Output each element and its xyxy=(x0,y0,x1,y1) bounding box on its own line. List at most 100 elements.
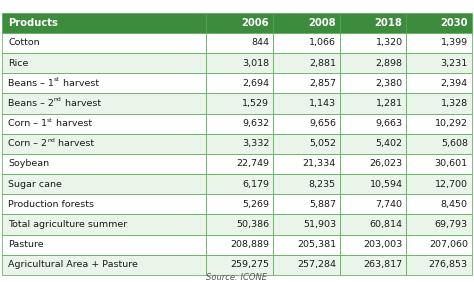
Text: 208,889: 208,889 xyxy=(230,240,269,249)
Text: 12,700: 12,700 xyxy=(435,180,468,189)
Bar xyxy=(340,53,406,73)
Text: Rice: Rice xyxy=(8,59,28,68)
Bar xyxy=(207,214,273,235)
Bar xyxy=(207,53,273,73)
Bar xyxy=(273,73,340,93)
Bar xyxy=(2,53,207,73)
Text: 6,179: 6,179 xyxy=(242,180,269,189)
Text: 30,601: 30,601 xyxy=(435,160,468,168)
Bar xyxy=(273,194,340,214)
Text: Corn – 1: Corn – 1 xyxy=(8,119,47,128)
Text: harvest: harvest xyxy=(60,79,99,88)
Text: nd: nd xyxy=(47,138,55,143)
Text: Total agriculture summer: Total agriculture summer xyxy=(8,220,128,229)
Text: 1,143: 1,143 xyxy=(309,99,336,108)
Text: 2,857: 2,857 xyxy=(309,79,336,88)
Text: 50,386: 50,386 xyxy=(236,220,269,229)
Bar xyxy=(273,255,340,275)
Text: 69,793: 69,793 xyxy=(435,220,468,229)
Bar xyxy=(340,174,406,194)
Bar xyxy=(2,93,207,114)
Text: 3,018: 3,018 xyxy=(242,59,269,68)
Text: 259,275: 259,275 xyxy=(230,260,269,269)
Bar xyxy=(2,154,207,174)
Text: 844: 844 xyxy=(251,38,269,47)
Bar xyxy=(406,53,472,73)
Text: Agricultural Area + Pasture: Agricultural Area + Pasture xyxy=(8,260,138,269)
Text: 2,380: 2,380 xyxy=(375,79,402,88)
Text: 2,694: 2,694 xyxy=(242,79,269,88)
Bar xyxy=(273,33,340,53)
Text: 9,656: 9,656 xyxy=(309,119,336,128)
Bar xyxy=(207,194,273,214)
Bar xyxy=(2,33,207,53)
Bar xyxy=(207,174,273,194)
Text: 8,235: 8,235 xyxy=(309,180,336,189)
Bar xyxy=(406,134,472,154)
Text: 257,284: 257,284 xyxy=(297,260,336,269)
Text: 7,740: 7,740 xyxy=(375,200,402,209)
Text: Soybean: Soybean xyxy=(8,160,49,168)
Bar xyxy=(273,13,340,33)
Bar xyxy=(2,214,207,235)
Text: 9,663: 9,663 xyxy=(375,119,402,128)
Bar xyxy=(2,174,207,194)
Bar xyxy=(340,73,406,93)
Bar xyxy=(207,114,273,134)
Text: 2,898: 2,898 xyxy=(375,59,402,68)
Text: 9,632: 9,632 xyxy=(242,119,269,128)
Bar xyxy=(340,235,406,255)
Text: 8,450: 8,450 xyxy=(441,200,468,209)
Bar xyxy=(340,134,406,154)
Bar xyxy=(273,134,340,154)
Text: 263,817: 263,817 xyxy=(364,260,402,269)
Bar xyxy=(406,93,472,114)
Text: 205,381: 205,381 xyxy=(297,240,336,249)
Bar xyxy=(207,93,273,114)
Bar xyxy=(273,93,340,114)
Text: harvest: harvest xyxy=(55,139,94,148)
Text: Cotton: Cotton xyxy=(8,38,40,47)
Bar xyxy=(340,13,406,33)
Text: 203,003: 203,003 xyxy=(364,240,402,249)
Text: 51,903: 51,903 xyxy=(303,220,336,229)
Text: 1,281: 1,281 xyxy=(375,99,402,108)
Text: 3,332: 3,332 xyxy=(242,139,269,148)
Bar xyxy=(340,93,406,114)
Bar xyxy=(207,154,273,174)
Text: st: st xyxy=(47,118,53,122)
Text: st: st xyxy=(54,77,60,82)
Bar xyxy=(406,154,472,174)
Bar xyxy=(2,13,207,33)
Text: 1,399: 1,399 xyxy=(441,38,468,47)
Text: 2,394: 2,394 xyxy=(441,79,468,88)
Bar xyxy=(340,154,406,174)
Text: 22,749: 22,749 xyxy=(237,160,269,168)
Text: harvest: harvest xyxy=(53,119,92,128)
Bar xyxy=(273,174,340,194)
Text: 1,529: 1,529 xyxy=(242,99,269,108)
Bar xyxy=(406,13,472,33)
Bar xyxy=(340,214,406,235)
Bar xyxy=(273,154,340,174)
Text: 21,334: 21,334 xyxy=(303,160,336,168)
Bar xyxy=(207,235,273,255)
Bar xyxy=(406,194,472,214)
Text: 2,881: 2,881 xyxy=(309,59,336,68)
Text: harvest: harvest xyxy=(62,99,101,108)
Text: 1,320: 1,320 xyxy=(375,38,402,47)
Bar xyxy=(406,214,472,235)
Text: nd: nd xyxy=(54,97,62,102)
Bar xyxy=(273,214,340,235)
Text: 3,231: 3,231 xyxy=(441,59,468,68)
Text: 5,887: 5,887 xyxy=(309,200,336,209)
Text: 60,814: 60,814 xyxy=(370,220,402,229)
Bar xyxy=(207,33,273,53)
Text: 5,052: 5,052 xyxy=(309,139,336,148)
Bar xyxy=(207,255,273,275)
Text: 1,066: 1,066 xyxy=(309,38,336,47)
Bar xyxy=(340,114,406,134)
Text: Sugar cane: Sugar cane xyxy=(8,180,62,189)
Bar xyxy=(340,33,406,53)
Bar xyxy=(207,134,273,154)
